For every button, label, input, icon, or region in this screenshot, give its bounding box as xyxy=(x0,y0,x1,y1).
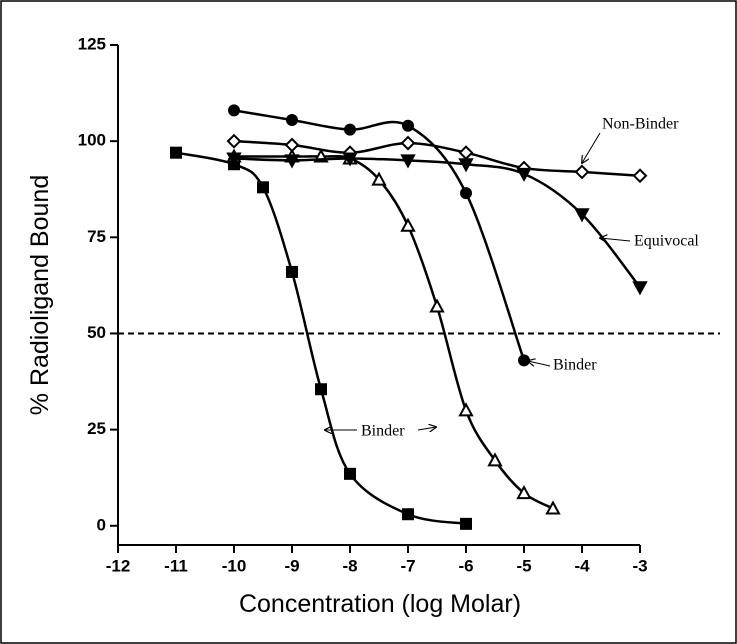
x-tick-label: -10 xyxy=(222,556,247,575)
marker xyxy=(400,135,416,151)
marker xyxy=(632,281,648,296)
arrow xyxy=(582,132,601,163)
x-tick-label: -8 xyxy=(342,556,357,575)
marker xyxy=(286,265,298,278)
marker xyxy=(315,383,327,396)
marker xyxy=(518,354,530,367)
annotation: Non-Binder xyxy=(602,116,679,133)
marker xyxy=(574,164,590,180)
x-axis-label: Concentration (log Molar) xyxy=(239,590,521,618)
x-tick-label: -6 xyxy=(458,556,473,575)
annotation: Binder xyxy=(553,357,597,374)
y-tick-label: 125 xyxy=(78,34,106,53)
marker xyxy=(545,500,561,515)
marker xyxy=(226,133,242,149)
marker xyxy=(458,158,474,173)
y-tick-label: 0 xyxy=(97,515,106,534)
marker xyxy=(429,298,445,313)
marker xyxy=(284,137,300,153)
marker xyxy=(460,187,472,200)
marker xyxy=(460,517,472,530)
fit-curve xyxy=(233,154,554,510)
marker xyxy=(284,154,300,169)
marker xyxy=(516,167,532,182)
marker xyxy=(487,452,503,467)
marker xyxy=(402,119,414,132)
x-tick-label: -9 xyxy=(284,556,299,575)
y-tick-label: 100 xyxy=(78,131,106,150)
x-tick-label: -3 xyxy=(632,556,647,575)
marker xyxy=(228,104,240,117)
arrow xyxy=(417,427,436,430)
fit-curve xyxy=(175,151,467,526)
marker xyxy=(632,168,648,184)
marker xyxy=(458,145,474,161)
y-tick-label: 25 xyxy=(87,419,106,438)
marker xyxy=(257,181,269,194)
annotation: Equivocal xyxy=(634,233,699,250)
x-tick-label: -4 xyxy=(574,556,590,575)
marker xyxy=(170,146,182,159)
marker xyxy=(286,114,298,126)
marker xyxy=(344,123,356,136)
x-tick-label: -11 xyxy=(164,556,188,575)
annotation: Binder xyxy=(361,423,405,440)
y-axis-label: % Radioligand Bound xyxy=(26,175,54,415)
arrow xyxy=(528,361,551,366)
marker xyxy=(516,484,532,500)
marker xyxy=(400,154,416,169)
marker xyxy=(344,467,356,480)
y-tick-label: 75 xyxy=(87,227,106,246)
marker xyxy=(371,171,387,186)
y-tick-label: 50 xyxy=(87,323,106,342)
marker xyxy=(400,217,416,232)
marker xyxy=(574,208,590,223)
arrow xyxy=(600,238,631,241)
marker xyxy=(458,402,474,417)
x-tick-label: -5 xyxy=(516,556,531,575)
x-tick-label: -12 xyxy=(106,556,131,575)
marker xyxy=(402,508,414,521)
x-tick-label: -7 xyxy=(400,556,415,575)
marker xyxy=(342,152,358,167)
marker xyxy=(226,152,242,167)
